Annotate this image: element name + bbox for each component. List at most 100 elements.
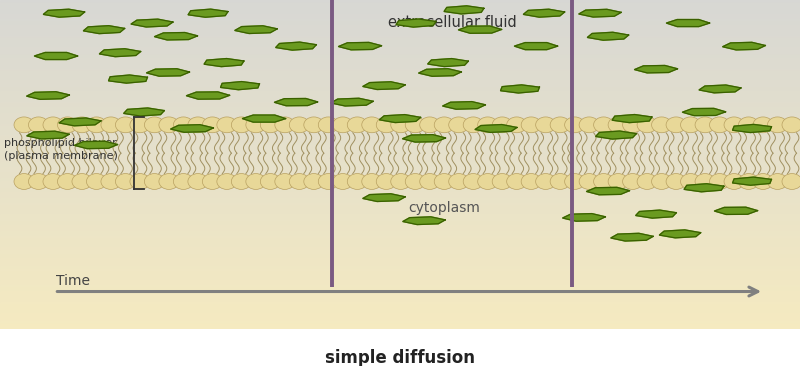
Ellipse shape [347,117,367,133]
Bar [0,209,800,212]
Ellipse shape [376,117,396,133]
Ellipse shape [246,173,266,190]
Bar [0,181,800,184]
Ellipse shape [463,117,483,133]
Polygon shape [596,131,636,139]
Bar [0,66,800,69]
Bar [0,124,800,126]
Bar [0,321,800,324]
Bar [0,41,800,44]
Bar [0,154,800,157]
Bar [0,22,800,25]
Polygon shape [131,19,173,27]
Polygon shape [442,102,486,109]
Bar [0,85,800,88]
Bar [0,242,800,244]
Ellipse shape [738,173,758,190]
Bar [0,220,800,223]
Polygon shape [170,125,214,132]
Bar [0,44,800,46]
Ellipse shape [304,173,324,190]
Ellipse shape [406,173,426,190]
Bar [0,113,800,115]
Polygon shape [274,98,318,106]
Polygon shape [331,98,373,106]
Bar [0,151,800,154]
Text: extracellular fluid: extracellular fluid [388,15,516,30]
Bar [0,307,800,310]
Ellipse shape [58,117,78,133]
Polygon shape [363,194,405,202]
Ellipse shape [115,173,135,190]
Polygon shape [611,233,653,241]
Polygon shape [124,108,164,116]
Ellipse shape [506,173,526,190]
Ellipse shape [782,173,800,190]
Bar [0,234,800,236]
Polygon shape [699,85,741,93]
Ellipse shape [521,173,541,190]
Ellipse shape [478,117,498,133]
Ellipse shape [710,117,730,133]
Bar [0,143,800,146]
Ellipse shape [290,173,310,190]
Ellipse shape [622,117,642,133]
Ellipse shape [43,173,63,190]
Polygon shape [733,177,771,185]
Bar [0,313,800,315]
Polygon shape [659,230,701,238]
Bar [0,33,800,36]
Polygon shape [579,9,621,17]
Ellipse shape [637,117,657,133]
Polygon shape [43,9,85,17]
Bar [0,280,800,283]
Polygon shape [418,69,462,76]
Bar [0,187,800,190]
Ellipse shape [145,117,165,133]
Bar [0,146,800,148]
Ellipse shape [579,117,599,133]
Bar [0,115,800,118]
Bar [0,3,800,5]
Bar [0,305,800,307]
Bar [0,71,800,74]
Ellipse shape [420,173,440,190]
Ellipse shape [159,117,179,133]
Polygon shape [444,6,484,14]
Polygon shape [666,19,710,27]
Ellipse shape [145,173,165,190]
Ellipse shape [449,173,469,190]
Ellipse shape [304,117,324,133]
Bar [0,272,800,274]
Polygon shape [636,210,676,218]
Ellipse shape [14,173,34,190]
Ellipse shape [43,117,63,133]
Ellipse shape [724,117,744,133]
Ellipse shape [14,117,34,133]
Ellipse shape [608,173,628,190]
Polygon shape [586,187,630,195]
Ellipse shape [333,117,353,133]
Ellipse shape [362,117,382,133]
Bar [0,291,800,294]
Bar [0,214,800,217]
Polygon shape [514,42,558,50]
Polygon shape [26,92,70,99]
Ellipse shape [637,173,657,190]
Bar [0,269,800,272]
Text: simple diffusion: simple diffusion [325,349,475,366]
Ellipse shape [275,117,295,133]
Ellipse shape [188,173,208,190]
Bar [0,38,800,41]
Ellipse shape [318,173,338,190]
Polygon shape [733,124,771,132]
Ellipse shape [86,173,106,190]
Bar [0,14,800,16]
Ellipse shape [188,117,208,133]
Polygon shape [27,131,69,139]
Polygon shape [523,9,565,17]
Polygon shape [235,26,277,34]
Text: phospholipid bilayer
(plasma membrane): phospholipid bilayer (plasma membrane) [4,138,118,161]
Bar [0,285,800,288]
Ellipse shape [174,117,194,133]
